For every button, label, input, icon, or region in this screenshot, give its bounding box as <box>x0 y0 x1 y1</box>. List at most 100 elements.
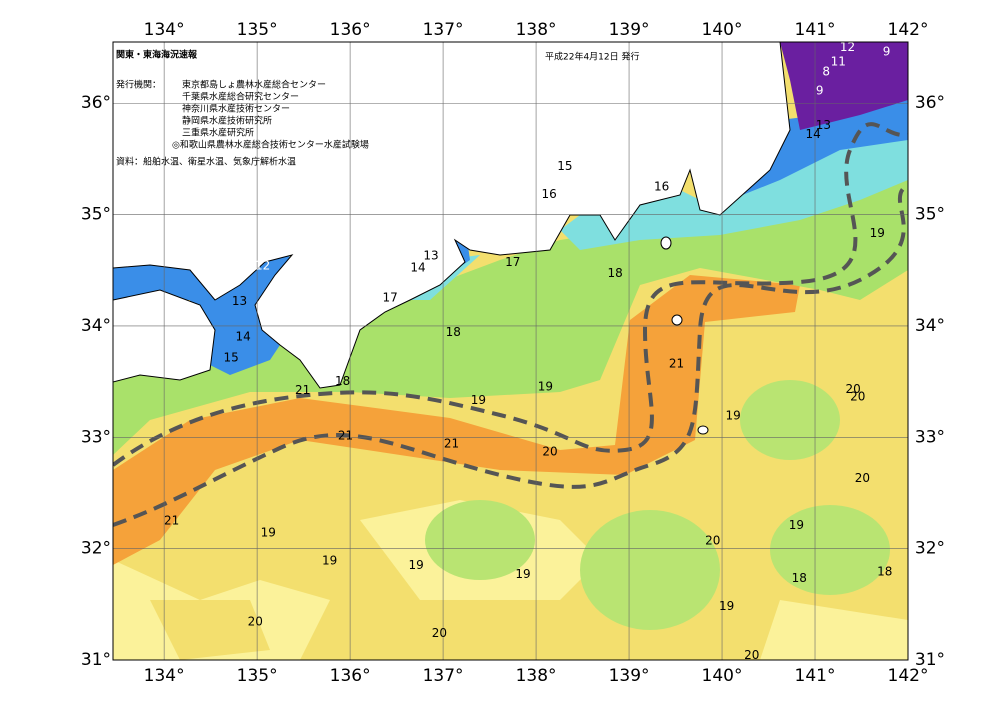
issuer: 三重県水産研究所 <box>182 127 254 139</box>
cool-eddy <box>580 510 720 630</box>
isotherm-label: 8 <box>822 65 830 79</box>
isotherm-label: 19 <box>538 380 553 394</box>
isotherm-label: 20 <box>855 471 870 485</box>
lon-tick-label: 134° <box>144 666 185 686</box>
lon-tick-label: 139° <box>609 20 650 40</box>
lon-tick-label: 139° <box>609 666 650 686</box>
isotherm-label: 9 <box>816 83 824 97</box>
isotherm-label: 21 <box>444 436 459 450</box>
lon-tick-label: 141° <box>795 20 836 40</box>
lat-tick-label: 34° <box>915 316 945 336</box>
isotherm-label: 21 <box>338 429 353 443</box>
isotherm-label: 13 <box>232 294 247 308</box>
isotherm-label: 14 <box>236 330 251 344</box>
isotherm-label: 12 <box>840 40 855 54</box>
isotherm-label: 20 <box>845 382 860 396</box>
isotherm-label: 14 <box>410 261 425 275</box>
lat-tick-label: 31° <box>81 650 111 670</box>
kuroshio-axis <box>113 183 908 527</box>
isotherm-label: 18 <box>335 374 350 388</box>
lon-tick-label: 142° <box>888 20 929 40</box>
lon-tick-label: 140° <box>702 666 743 686</box>
isotherm-label: 20 <box>432 626 447 640</box>
isotherm-label: 21 <box>164 513 179 527</box>
issuer: ◎和歌山県農林水産総合技術センター水産試験場 <box>172 139 369 151</box>
lon-tick-label: 137° <box>423 666 464 686</box>
isotherm-label: 19 <box>408 558 423 572</box>
island <box>660 236 672 250</box>
isotherm-label: 19 <box>870 226 885 240</box>
isotherm-label: 19 <box>515 567 530 581</box>
coldest-water <box>780 42 908 130</box>
isotherm-label: 19 <box>726 409 741 423</box>
isotherm-label: 18 <box>446 325 461 339</box>
island <box>671 314 683 326</box>
isotherm-label: 21 <box>669 356 684 370</box>
issue-date: 平成22年4月12日 発行 <box>545 51 640 63</box>
isotherm-label: 20 <box>705 533 720 547</box>
lat-tick-label: 36° <box>915 93 945 113</box>
isotherm-label: 11 <box>831 55 846 69</box>
issuer: 神奈川県水産技術センター <box>182 103 290 115</box>
lat-tick-label: 35° <box>81 205 111 225</box>
cool-eddy <box>740 380 840 460</box>
lon-tick-label: 135° <box>237 666 278 686</box>
warm-band <box>113 275 800 565</box>
lat-tick-label: 34° <box>81 316 111 336</box>
isotherm-label: 18 <box>792 571 807 585</box>
cool-eddy <box>770 505 890 595</box>
lon-tick-label: 135° <box>237 20 278 40</box>
isotherm-label: 19 <box>322 553 337 567</box>
data-sources: 資料：船舶水温、衛星水温、気象庁解析水温 <box>116 156 296 168</box>
isotherm-label: 20 <box>850 390 865 404</box>
isotherm-label: 19 <box>471 393 486 407</box>
lat-tick-label: 36° <box>81 93 111 113</box>
kuroshio-axis <box>113 122 908 467</box>
isotherm-label: 13 <box>423 248 438 262</box>
lon-tick-label: 134° <box>144 20 185 40</box>
isotherm-label: 9 <box>883 45 891 59</box>
lon-tick-label: 137° <box>423 20 464 40</box>
isotherm-label: 19 <box>719 599 734 613</box>
isotherm-label: 16 <box>654 179 669 193</box>
graticule <box>113 42 908 660</box>
isotherm-label: 20 <box>542 444 557 458</box>
isotherm-label: 17 <box>382 291 397 305</box>
isotherm-label: 18 <box>607 266 622 280</box>
lon-tick-label: 140° <box>702 20 743 40</box>
isotherm-label: 19 <box>789 518 804 532</box>
lon-tick-label: 138° <box>516 666 557 686</box>
lon-tick-label: 136° <box>330 20 371 40</box>
lat-tick-label: 32° <box>81 539 111 559</box>
lat-tick-label: 33° <box>915 427 945 447</box>
isotherm-label: 13 <box>816 118 831 132</box>
map-frame <box>112 41 909 661</box>
isotherm-label: 20 <box>248 615 263 629</box>
issuer: 東京都島しょ農林水産総合センター <box>182 79 326 91</box>
cool-eddy <box>425 500 535 580</box>
island <box>697 425 709 435</box>
lon-tick-label: 141° <box>795 666 836 686</box>
lat-tick-label: 32° <box>915 539 945 559</box>
lat-tick-label: 35° <box>915 205 945 225</box>
isotherm-label: 15 <box>557 159 572 173</box>
lon-tick-label: 142° <box>888 666 929 686</box>
land-honshu <box>113 42 791 389</box>
cold-water <box>113 100 908 375</box>
sea-light <box>113 500 908 660</box>
lon-tick-label: 136° <box>330 666 371 686</box>
isotherm-label: 21 <box>295 383 310 397</box>
issuer: 静岡県水産技術研究所 <box>182 115 272 127</box>
isotherm-label: 12 <box>255 258 270 272</box>
isotherm-label: 17 <box>505 255 520 269</box>
issuer-list: 東京都島しょ農林水産総合センター千葉県水産総合研究センター神奈川県水産技術センタ… <box>172 79 369 151</box>
lat-tick-label: 33° <box>81 427 111 447</box>
isotherm-label: 20 <box>744 648 759 662</box>
isotherm-label: 18 <box>877 565 892 579</box>
issuer: 千葉県水産総合研究センター <box>182 91 299 103</box>
title: 関東・東海海況速報 <box>116 49 198 61</box>
isotherm-label: 15 <box>223 351 238 365</box>
